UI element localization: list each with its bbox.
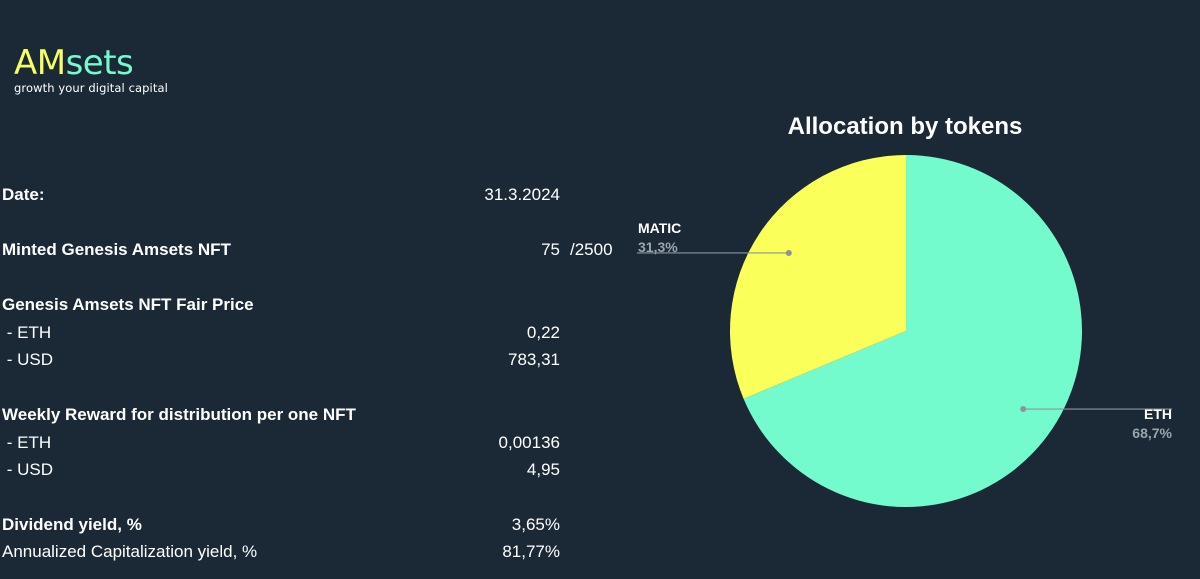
fair-price-usd-value: 783,31 bbox=[508, 350, 560, 369]
reward-eth-label: - ETH bbox=[2, 433, 52, 452]
logo-wordmark: AMsets bbox=[14, 44, 168, 82]
dividend-value: 3,65% bbox=[511, 515, 560, 534]
pie-value-eth: 68,7% bbox=[1132, 425, 1172, 441]
pie-slice-matic bbox=[730, 155, 906, 399]
pie-leader-dot-matic bbox=[785, 249, 792, 256]
date-label: Date: bbox=[2, 185, 45, 204]
logo-am: AM bbox=[14, 43, 66, 83]
annualized-label: Annualized Capitalization yield, % bbox=[2, 542, 258, 561]
date-value: 31.3.2024 bbox=[484, 185, 560, 204]
logo: AMsets growth your digital capital bbox=[14, 44, 168, 95]
annualized-value: 81,77% bbox=[502, 542, 560, 561]
fair-price-eth-value: 0,22 bbox=[526, 323, 560, 342]
fair-price-eth-label: - ETH bbox=[2, 323, 52, 342]
dividend-label: Dividend yield, % bbox=[2, 515, 142, 534]
reward-usd-label: - USD bbox=[2, 460, 53, 479]
chart-title: Allocation by tokens bbox=[787, 113, 1023, 140]
minted-label: Minted Genesis Amsets NFT bbox=[2, 240, 231, 259]
minted-total: /2500 bbox=[570, 240, 613, 259]
reward-eth-value: 0,00136 bbox=[498, 433, 560, 452]
logo-tagline: growth your digital capital bbox=[14, 81, 168, 95]
pie-label-eth: ETH bbox=[1144, 406, 1172, 422]
fair-price-usd-label: - USD bbox=[2, 350, 53, 369]
pie-leader-dot-eth bbox=[1020, 406, 1027, 413]
minted-value: 75 bbox=[541, 240, 560, 259]
pie-value-matic: 31,3% bbox=[638, 239, 678, 255]
reward-usd-value: 4,95 bbox=[526, 460, 560, 479]
reward-heading: Weekly Reward for distribution per one N… bbox=[2, 405, 356, 424]
pie-label-matic: MATIC bbox=[638, 220, 681, 236]
fair-price-heading: Genesis Amsets NFT Fair Price bbox=[2, 295, 254, 314]
pie-slice-eth bbox=[743, 155, 1082, 508]
logo-sets: sets bbox=[65, 43, 134, 83]
